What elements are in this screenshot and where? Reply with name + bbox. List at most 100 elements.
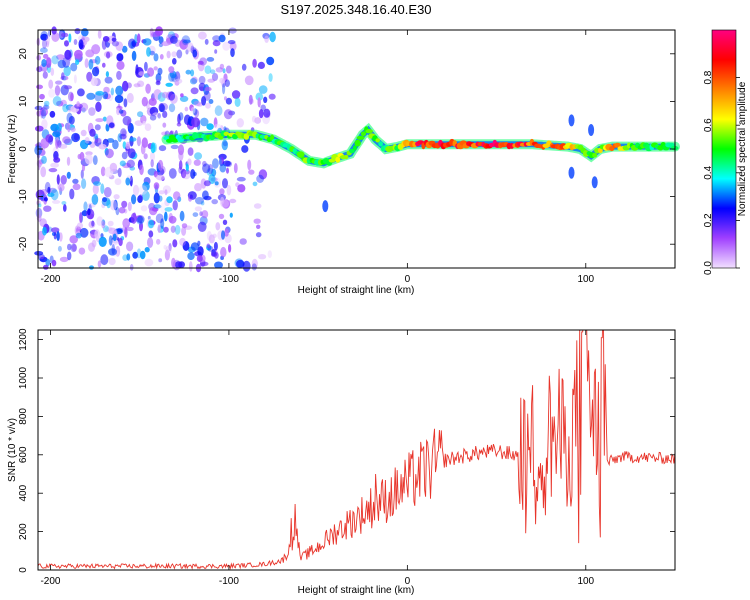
spectrogram-speckle	[51, 227, 60, 233]
spectrogram-speckle	[139, 164, 144, 176]
spectrogram-speckle	[161, 41, 171, 47]
spectrogram-speckle	[48, 135, 53, 145]
spectrogram-speckle	[257, 97, 261, 108]
spectrogram-speckle	[72, 178, 79, 184]
spectrogram-speckle	[162, 110, 168, 118]
spectrogram-speckle	[204, 38, 209, 45]
spectrogram-speckle	[91, 239, 97, 248]
spectrogram-speckle	[156, 238, 161, 245]
spectrogram-speckle	[176, 122, 182, 127]
spectrogram-speckle	[114, 178, 122, 186]
spectrogram-speckle	[163, 245, 167, 250]
spectrogram-speckle	[257, 61, 265, 69]
spectrogram-speckle	[174, 78, 183, 84]
spectrogram-speckle	[225, 65, 232, 74]
spectrogram-speckle	[187, 147, 194, 156]
spectrogram-speckle	[213, 241, 218, 251]
spectrogram-speckle	[153, 66, 158, 71]
spectrogram-speckle	[64, 49, 72, 60]
spectrogram-speckle	[108, 235, 113, 246]
spectrogram-speckle	[81, 107, 86, 113]
spectrogram-speckle	[192, 212, 199, 218]
spectrogram-speckle	[145, 83, 151, 94]
snr-x-ticks: -200 -100 0 100	[40, 330, 595, 587]
spectrogram-y-tick-label: -20	[18, 237, 29, 252]
spectrogram-speckle	[244, 75, 254, 86]
spectrogram-speckle	[79, 102, 89, 112]
spectrogram-speckle	[126, 241, 134, 252]
spectrogram-speckle	[105, 123, 110, 132]
spectrogram-speckle	[160, 202, 166, 214]
spectrogram-speckle	[168, 212, 173, 223]
spectrogram-speckle	[236, 118, 244, 128]
spectrogram-speckle	[132, 251, 139, 259]
spectrogram-x-tick-label: -200	[40, 274, 60, 285]
spectrogram-speckle	[94, 55, 101, 65]
spectrogram-speckle	[40, 166, 47, 178]
spectrogram-speckle	[182, 241, 190, 251]
spectrogram-speckle	[222, 178, 228, 189]
spectrogram-speckle	[214, 181, 219, 186]
snr-y-tick-label: 800	[18, 408, 29, 425]
spectrogram-ridge-blob	[626, 142, 632, 149]
spectrogram-speckle	[129, 264, 134, 271]
spectrogram-x-ticks: -200 -100 0 100	[40, 30, 595, 285]
spectrogram-speckle	[74, 28, 81, 35]
spectrogram-speckle	[153, 182, 160, 190]
spectrogram-speckle	[173, 191, 181, 201]
spectrogram-speckle	[194, 152, 203, 160]
spectrogram-speckle	[153, 192, 160, 204]
spectrogram-speckle	[42, 226, 47, 236]
spectrogram-speckle	[206, 123, 214, 130]
spectrogram-x-tick-label: 0	[405, 274, 411, 285]
spectrogram-speckle	[198, 31, 207, 40]
spectrogram-speckle	[52, 96, 62, 106]
spectrogram-speckle	[60, 32, 69, 38]
spectrogram-speckle	[123, 98, 128, 108]
spectrogram-speckle	[79, 151, 85, 161]
spectrogram-speckle	[88, 220, 96, 229]
spectrogram-speckle	[150, 151, 155, 162]
spectrogram-speckle	[48, 187, 57, 194]
spectrogram-speckle	[168, 215, 177, 224]
colorbar-tick-label: 0.6	[703, 118, 714, 132]
spectrogram-ridge-blob	[375, 138, 381, 143]
spectrogram-speckle	[100, 183, 105, 194]
spectrogram-speckle	[139, 221, 143, 232]
spectrogram-speckle	[231, 90, 241, 99]
spectrogram-speckle	[172, 200, 178, 211]
spectrogram-speckle	[193, 100, 201, 107]
spectrogram-speckle	[198, 75, 206, 85]
spectrogram-speckle	[157, 113, 161, 119]
spectrogram-speckle	[224, 96, 227, 101]
spectrogram-speckle	[39, 93, 45, 100]
spectrogram-speckle	[201, 96, 207, 106]
spectrogram-ridge-blob	[360, 131, 367, 137]
spectrogram-speckle	[50, 189, 59, 201]
spectrogram-speckle	[55, 139, 59, 150]
spectrogram-speckle	[40, 33, 49, 41]
spectrogram-speckle	[84, 137, 90, 144]
spectrogram-speckle	[185, 163, 189, 172]
spectrogram-speckle	[40, 47, 48, 53]
spectrogram-speckle	[179, 237, 187, 246]
spectrogram-speckle	[172, 58, 177, 65]
spectrogram-speckle	[229, 198, 237, 204]
spectrogram-speckle	[226, 167, 229, 174]
spectrogram-speckle	[100, 254, 109, 266]
spectrogram-speckle	[136, 136, 141, 147]
spectrogram-speckle	[170, 35, 178, 45]
spectrogram-speckle	[190, 242, 199, 251]
spectrogram-speckle	[108, 257, 116, 266]
snr-series-line	[38, 330, 675, 570]
spectrogram-speckle	[152, 112, 160, 118]
spectrogram-speckle	[196, 102, 203, 107]
spectrogram-speckle	[121, 200, 128, 208]
spectrogram-speckle	[158, 36, 164, 44]
spectrogram-speckle	[207, 78, 215, 83]
spectrogram-speckle	[126, 253, 131, 261]
spectrogram-speckle	[148, 230, 154, 238]
spectrogram-speckle	[263, 108, 271, 118]
snr-y-tick-label: 400	[18, 484, 29, 501]
spectrogram-speckle	[144, 258, 154, 267]
